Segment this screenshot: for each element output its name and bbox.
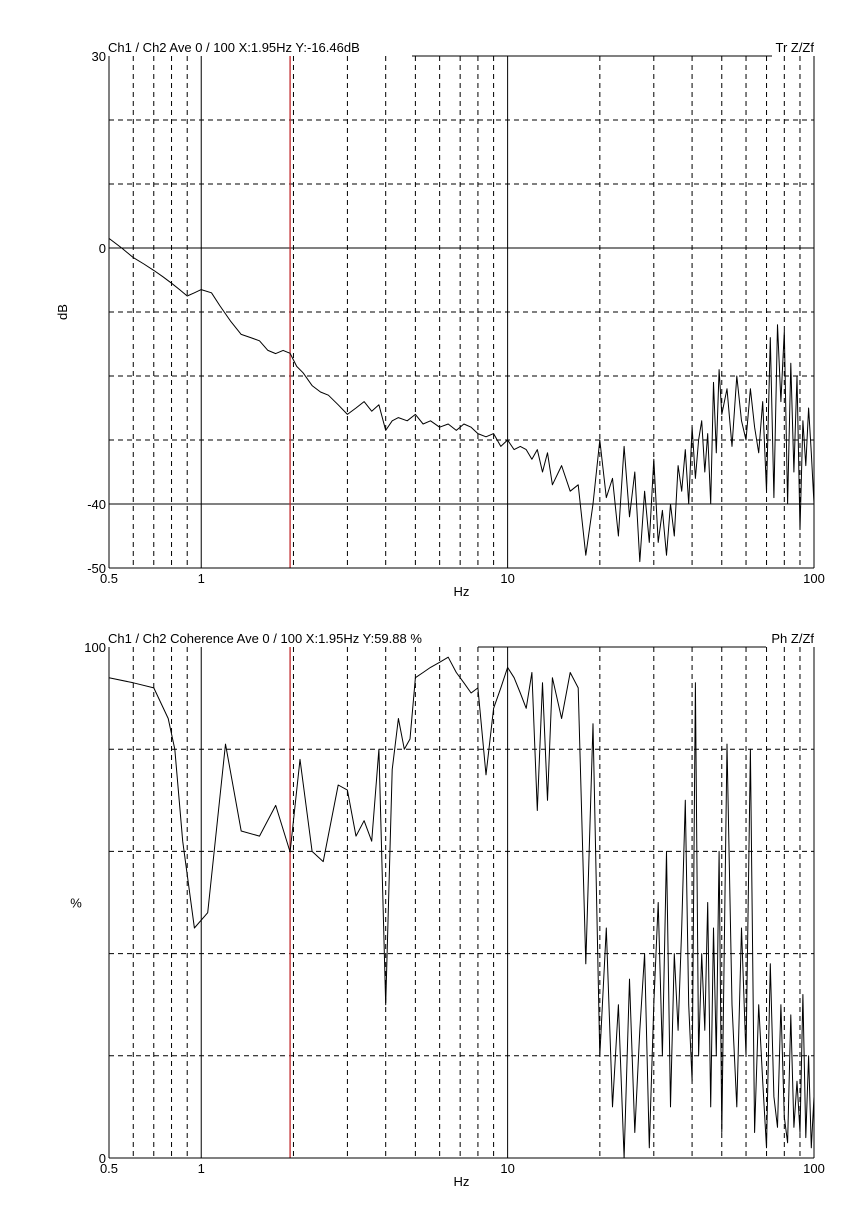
data-trace [108,238,815,563]
header-left-text: Ch1 / Ch2 Ave 0 / 100 X:1.95Hz Y:-16.46d… [108,40,360,55]
x-axis-label: Hz [454,1174,470,1189]
x-axis-label: Hz [454,584,470,599]
y-tick-label: 100 [84,640,106,655]
header-left-text: Ch1 / Ch2 Coherence Ave 0 / 100 X:1.95Hz… [108,631,422,646]
y-tick-label: 0 [99,1151,106,1166]
x-tick-label: 10 [500,571,514,586]
transfer-function-panel: Ch1 / Ch2 Ave 0 / 100 X:1.95Hz Y:-16.46d… [55,40,825,599]
y-tick-label: 30 [92,49,106,64]
data-trace [108,656,815,1159]
x-tick-label: 10 [500,1161,514,1176]
y-axis-label: dB [55,304,70,320]
y-axis-label: % [70,896,82,911]
x-tick-label: 100 [803,571,825,586]
x-tick-label: 1 [198,571,205,586]
x-tick-label: 1 [198,1161,205,1176]
header-right-text: Ph Z/Zf [771,631,814,646]
header-right-text: Tr Z/Zf [775,40,814,55]
x-tick-label: 100 [803,1161,825,1176]
coherence-panel: Ch1 / Ch2 Coherence Ave 0 / 100 X:1.95Hz… [70,631,825,1189]
y-tick-label: 0 [99,241,106,256]
x-tick-label: 0.5 [100,571,118,586]
y-tick-label: -50 [87,561,106,576]
x-tick-label: 0.5 [100,1161,118,1176]
y-tick-label: -40 [87,497,106,512]
